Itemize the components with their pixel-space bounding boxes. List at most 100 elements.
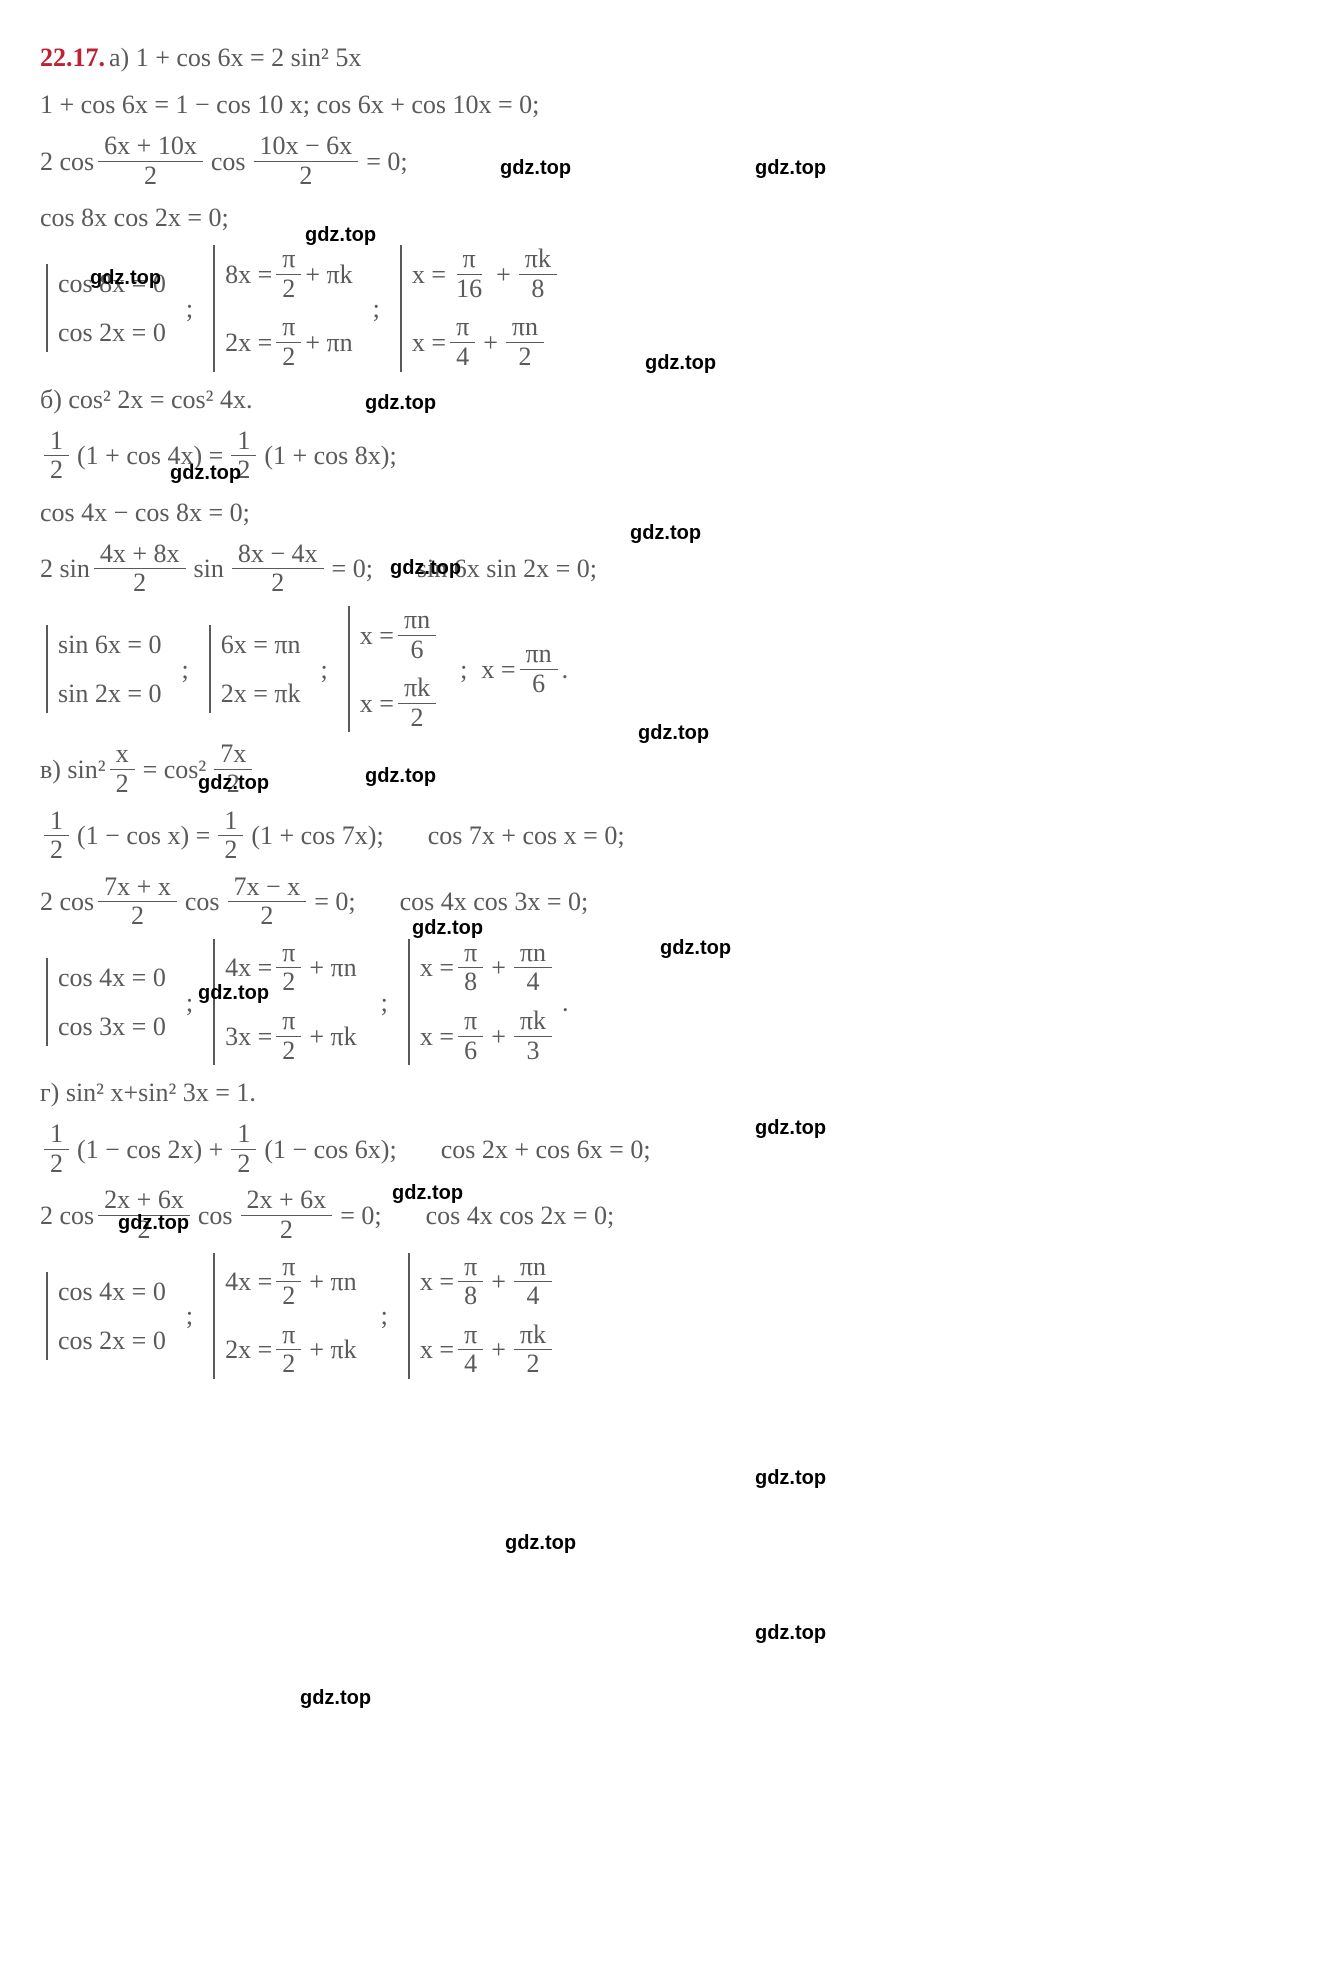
- text: x =: [420, 1017, 454, 1056]
- text: cos 2x + cos 6x = 0;: [441, 1130, 651, 1169]
- bracket-icon: [408, 1253, 416, 1379]
- denominator: 2: [265, 569, 290, 598]
- text: cos: [185, 882, 220, 921]
- text: 4x =: [225, 1262, 272, 1301]
- text: в) sin²: [40, 750, 106, 789]
- numerator: π: [458, 1321, 483, 1351]
- denominator: 2: [218, 836, 243, 865]
- fraction: πk2: [398, 674, 436, 732]
- bracket-icon: [209, 625, 217, 713]
- denominator: 2: [221, 770, 246, 799]
- numerator: π: [276, 1007, 301, 1037]
- numerator: πn: [398, 606, 436, 636]
- denominator: 2: [276, 1282, 301, 1311]
- text: 2 cos: [40, 142, 94, 181]
- text: = 0;: [366, 142, 407, 181]
- text: + πn: [309, 1262, 356, 1301]
- part-b-systems: sin 6x = 0 sin 2x = 0 ; 6x = πn 2x = πk …: [40, 606, 1287, 732]
- text: x =: [412, 255, 446, 294]
- denominator: 2: [276, 1350, 301, 1379]
- fraction: 7x + x2: [98, 873, 177, 931]
- fraction: 2x + 6x2: [98, 1186, 190, 1244]
- system-3: x = πn6 x = πk2: [348, 606, 440, 732]
- part-a-step3: cos 8x cos 2x = 0;: [40, 198, 1287, 237]
- numerator: π: [450, 313, 475, 343]
- part-a-step2: 2 cos 6x + 10x 2 cos 10x − 6x 2 = 0;: [40, 132, 1287, 190]
- text: + πn: [309, 948, 356, 987]
- eq: x = π4 + πk2: [420, 1321, 556, 1379]
- part-v-step1: 12 (1 − cos x) = 12 (1 + cos 7x); cos 7x…: [40, 807, 1287, 865]
- fraction: πk8: [519, 245, 557, 303]
- denominator: 2: [125, 902, 150, 931]
- fraction: 12: [231, 427, 256, 485]
- fraction: πn6: [520, 640, 558, 698]
- text: +: [491, 1262, 506, 1301]
- fraction: π4: [450, 313, 475, 371]
- bracket-icon: [408, 939, 416, 1065]
- part-b-step1: 12 (1 + cos 4x) = 12 (1 + cos 8x);: [40, 427, 1287, 485]
- eq: x = π6 + πk3: [420, 1007, 556, 1065]
- text: x =: [360, 616, 394, 655]
- text: 2x =: [225, 1330, 272, 1369]
- text: sin: [194, 549, 224, 588]
- denominator: 6: [405, 636, 430, 665]
- text: .: [562, 650, 569, 689]
- numerator: 6x + 10x: [98, 132, 203, 162]
- text: x =: [420, 1330, 454, 1369]
- denominator: 2: [138, 162, 163, 191]
- fraction: π2: [276, 1321, 301, 1379]
- text: (1 − cos x) =: [77, 816, 210, 855]
- numerator: πn: [514, 939, 552, 969]
- numerator: πn: [506, 313, 544, 343]
- system-1: cos 8x = 0 cos 2x = 0: [46, 264, 166, 352]
- text: sin 6x sin 2x = 0;: [417, 549, 597, 588]
- eq: x = π8 + πn4: [420, 1253, 556, 1311]
- fraction: 12: [44, 807, 69, 865]
- bracket-icon: [46, 264, 54, 352]
- denominator: 2: [44, 1150, 69, 1179]
- system-3: x = π8 + πn4 x = π4 + πk2: [408, 1253, 556, 1379]
- text: x =: [420, 1262, 454, 1301]
- system-2: 8x = π2 + πk 2x = π2 + πn: [213, 245, 353, 371]
- fraction: π2: [276, 1253, 301, 1311]
- fraction: π8: [458, 939, 483, 997]
- text: cos 4x cos 2x = 0;: [426, 1196, 615, 1235]
- text: (1 + cos 7x);: [251, 816, 383, 855]
- denominator: 4: [458, 1350, 483, 1379]
- text: (1 + cos 4x) =: [77, 436, 223, 475]
- numerator: πn: [514, 1253, 552, 1283]
- text: 2 cos: [40, 882, 94, 921]
- system-1: cos 4x = 0 cos 2x = 0: [46, 1272, 166, 1360]
- numerator: πk: [514, 1007, 552, 1037]
- denominator: 8: [458, 968, 483, 997]
- denominator: 2: [276, 275, 301, 304]
- numerator: πk: [514, 1321, 552, 1351]
- eq: 2x = πk: [221, 674, 301, 713]
- fraction: 12: [218, 807, 243, 865]
- separator: ;: [321, 650, 328, 689]
- bracket-icon: [46, 625, 54, 713]
- numerator: 7x: [214, 740, 252, 770]
- denominator: 3: [520, 1037, 545, 1066]
- denominator: 6: [526, 670, 551, 699]
- numerator: 8x − 4x: [232, 540, 324, 570]
- text: (1 + cos 8x);: [264, 436, 396, 475]
- fraction: πk3: [514, 1007, 552, 1065]
- numerator: 2x + 6x: [241, 1186, 333, 1216]
- numerator: π: [276, 245, 301, 275]
- fraction: 6x + 10x 2: [98, 132, 203, 190]
- eq: cos 8x = 0: [58, 264, 166, 303]
- eq: cos 2x = 0: [58, 313, 166, 352]
- part-g-title: г) sin² x+sin² 3x = 1.: [40, 1073, 1287, 1112]
- eq: cos 3x = 0: [58, 1007, 166, 1046]
- denominator: 2: [132, 1216, 157, 1245]
- separator: ;: [381, 983, 388, 1022]
- numerator: πn: [520, 640, 558, 670]
- eq: x = πn6: [360, 606, 440, 664]
- denominator: 8: [458, 1282, 483, 1311]
- system-1: cos 4x = 0 cos 3x = 0: [46, 958, 166, 1046]
- text: 2 cos: [40, 1196, 94, 1235]
- text: (1 − cos 6x);: [264, 1130, 396, 1169]
- fraction: 12: [44, 427, 69, 485]
- part-b-step2: cos 4x − cos 8x = 0;: [40, 493, 1287, 532]
